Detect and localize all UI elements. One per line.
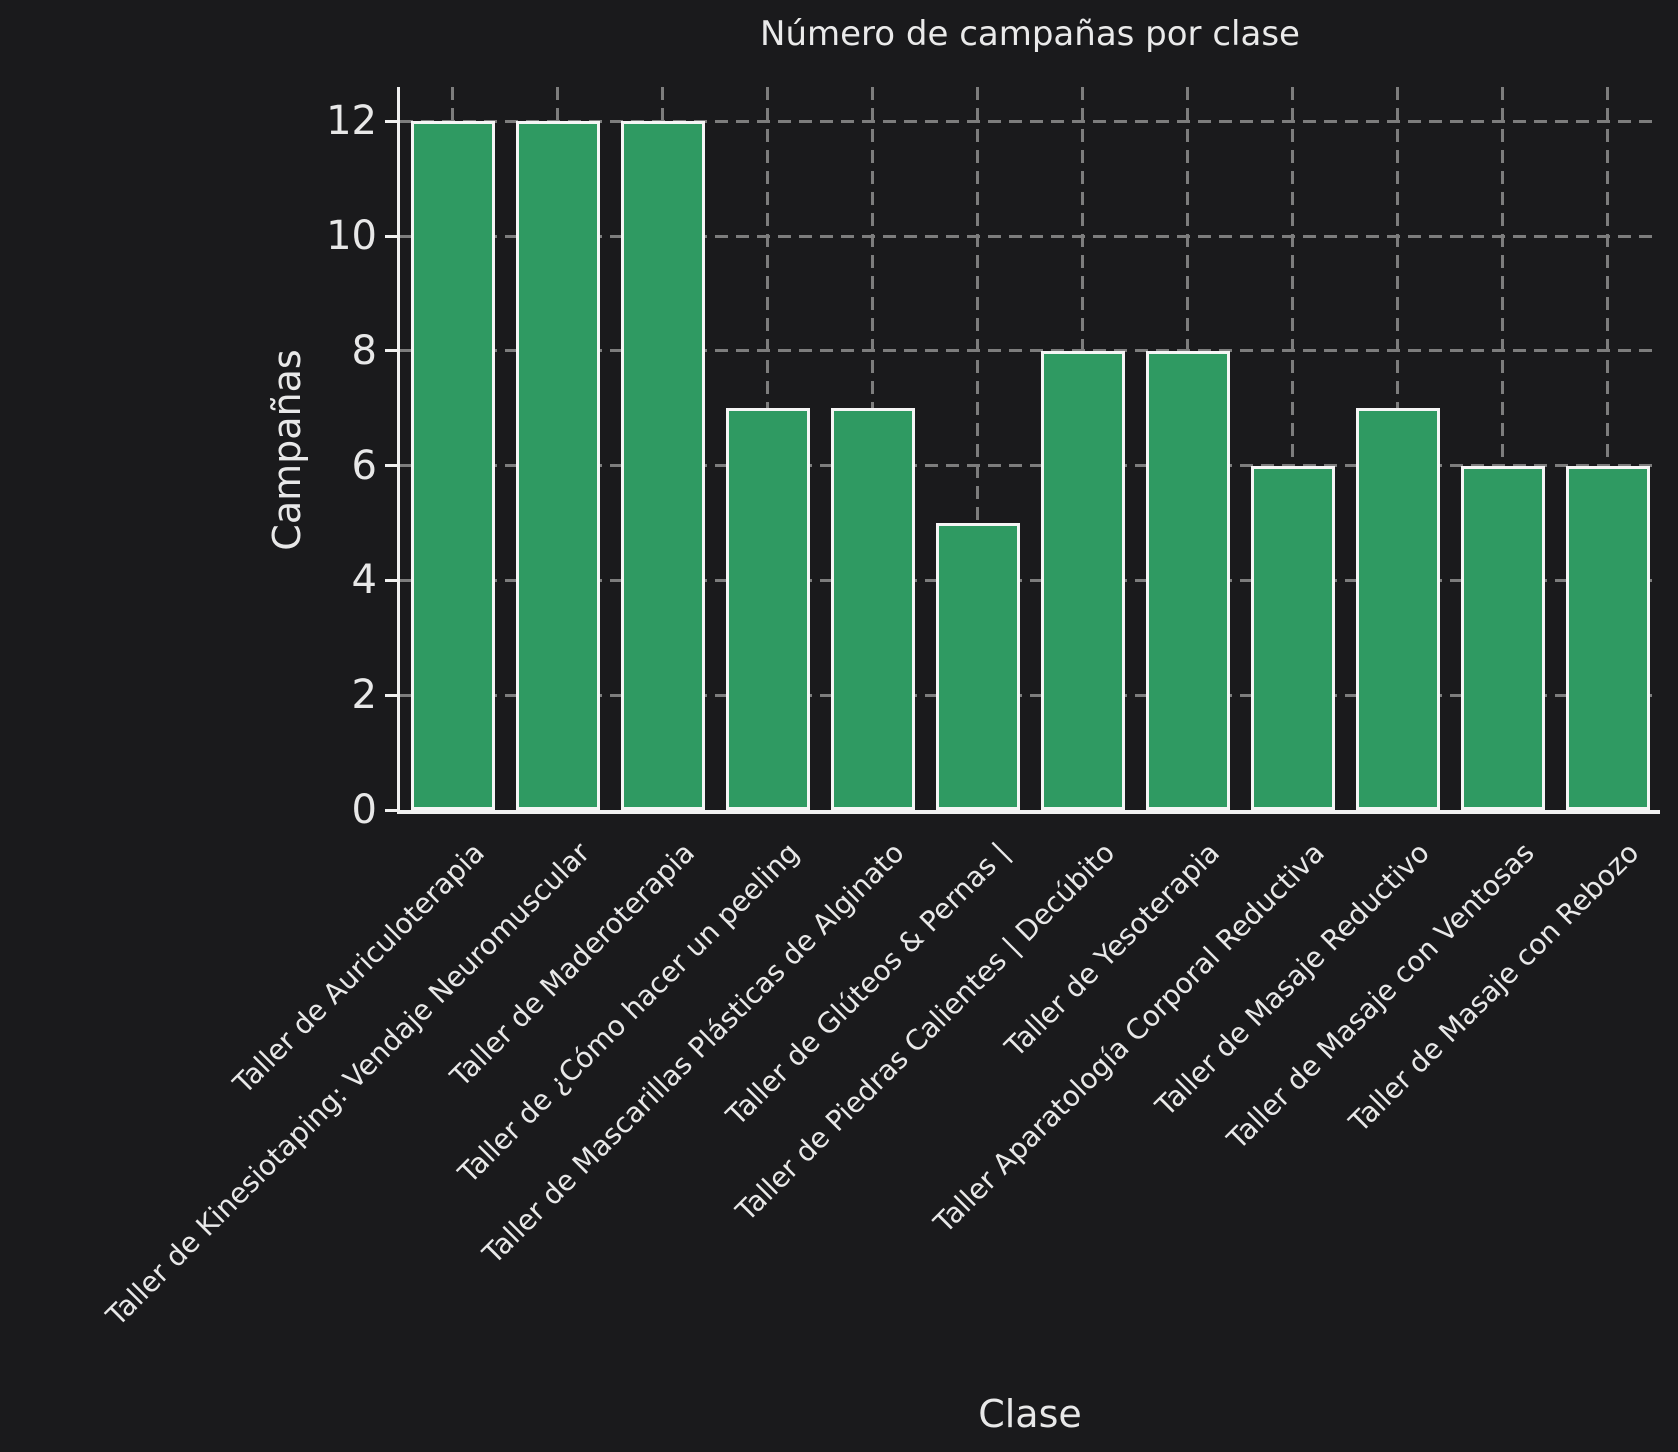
h-gridline [400, 693, 1660, 697]
y-tick-mark [385, 349, 399, 353]
x-tick-label-text: Taller Aparatología Corporal Reductiva [927, 836, 1331, 1240]
y-tick-mark [385, 808, 399, 812]
x-axis-label: Clase [978, 1392, 1082, 1436]
y-tick-mark [385, 464, 399, 468]
y-axis-spine [397, 87, 400, 810]
v-gridline [1501, 87, 1504, 810]
bar [1040, 350, 1125, 810]
v-gridline [976, 87, 979, 810]
x-tick-label-text: Taller de Kinesiotaping: Vendaje Neuromu… [99, 836, 596, 1333]
h-gridline [400, 234, 1660, 238]
bar [620, 121, 705, 810]
bar [1460, 465, 1545, 810]
bar [515, 121, 600, 810]
y-tick-label: 12 [326, 98, 377, 145]
y-tick-label: 8 [351, 327, 377, 374]
bar [935, 523, 1020, 810]
h-gridline [400, 349, 1660, 353]
h-gridline [400, 464, 1660, 468]
y-tick-label: 0 [351, 787, 377, 833]
y-tick-mark [385, 234, 399, 238]
v-gridline [1291, 87, 1294, 810]
y-axis-label: Campañas [265, 349, 309, 551]
h-gridline [400, 578, 1660, 582]
bar [1145, 350, 1230, 810]
bar [1355, 408, 1440, 810]
y-tick-label: 6 [351, 442, 377, 489]
y-tick-mark [385, 578, 399, 582]
bar [410, 121, 495, 810]
y-tick-label: 4 [351, 557, 377, 604]
y-tick-label: 10 [326, 213, 377, 260]
h-gridline [400, 119, 1660, 123]
y-tick-label: 2 [351, 672, 377, 719]
x-axis-spine [397, 810, 1660, 814]
y-tick-mark [385, 693, 399, 697]
v-gridline [1606, 87, 1609, 810]
bar [830, 408, 915, 810]
plot-area [397, 87, 1660, 814]
bar [1250, 465, 1335, 810]
chart-title: Número de campañas por clase [760, 14, 1300, 54]
y-tick-mark [385, 119, 399, 123]
bar [1565, 465, 1650, 810]
x-tick-label-text: Taller de Piedras Calientes | Decúbito [729, 836, 1121, 1228]
bar [725, 408, 810, 810]
